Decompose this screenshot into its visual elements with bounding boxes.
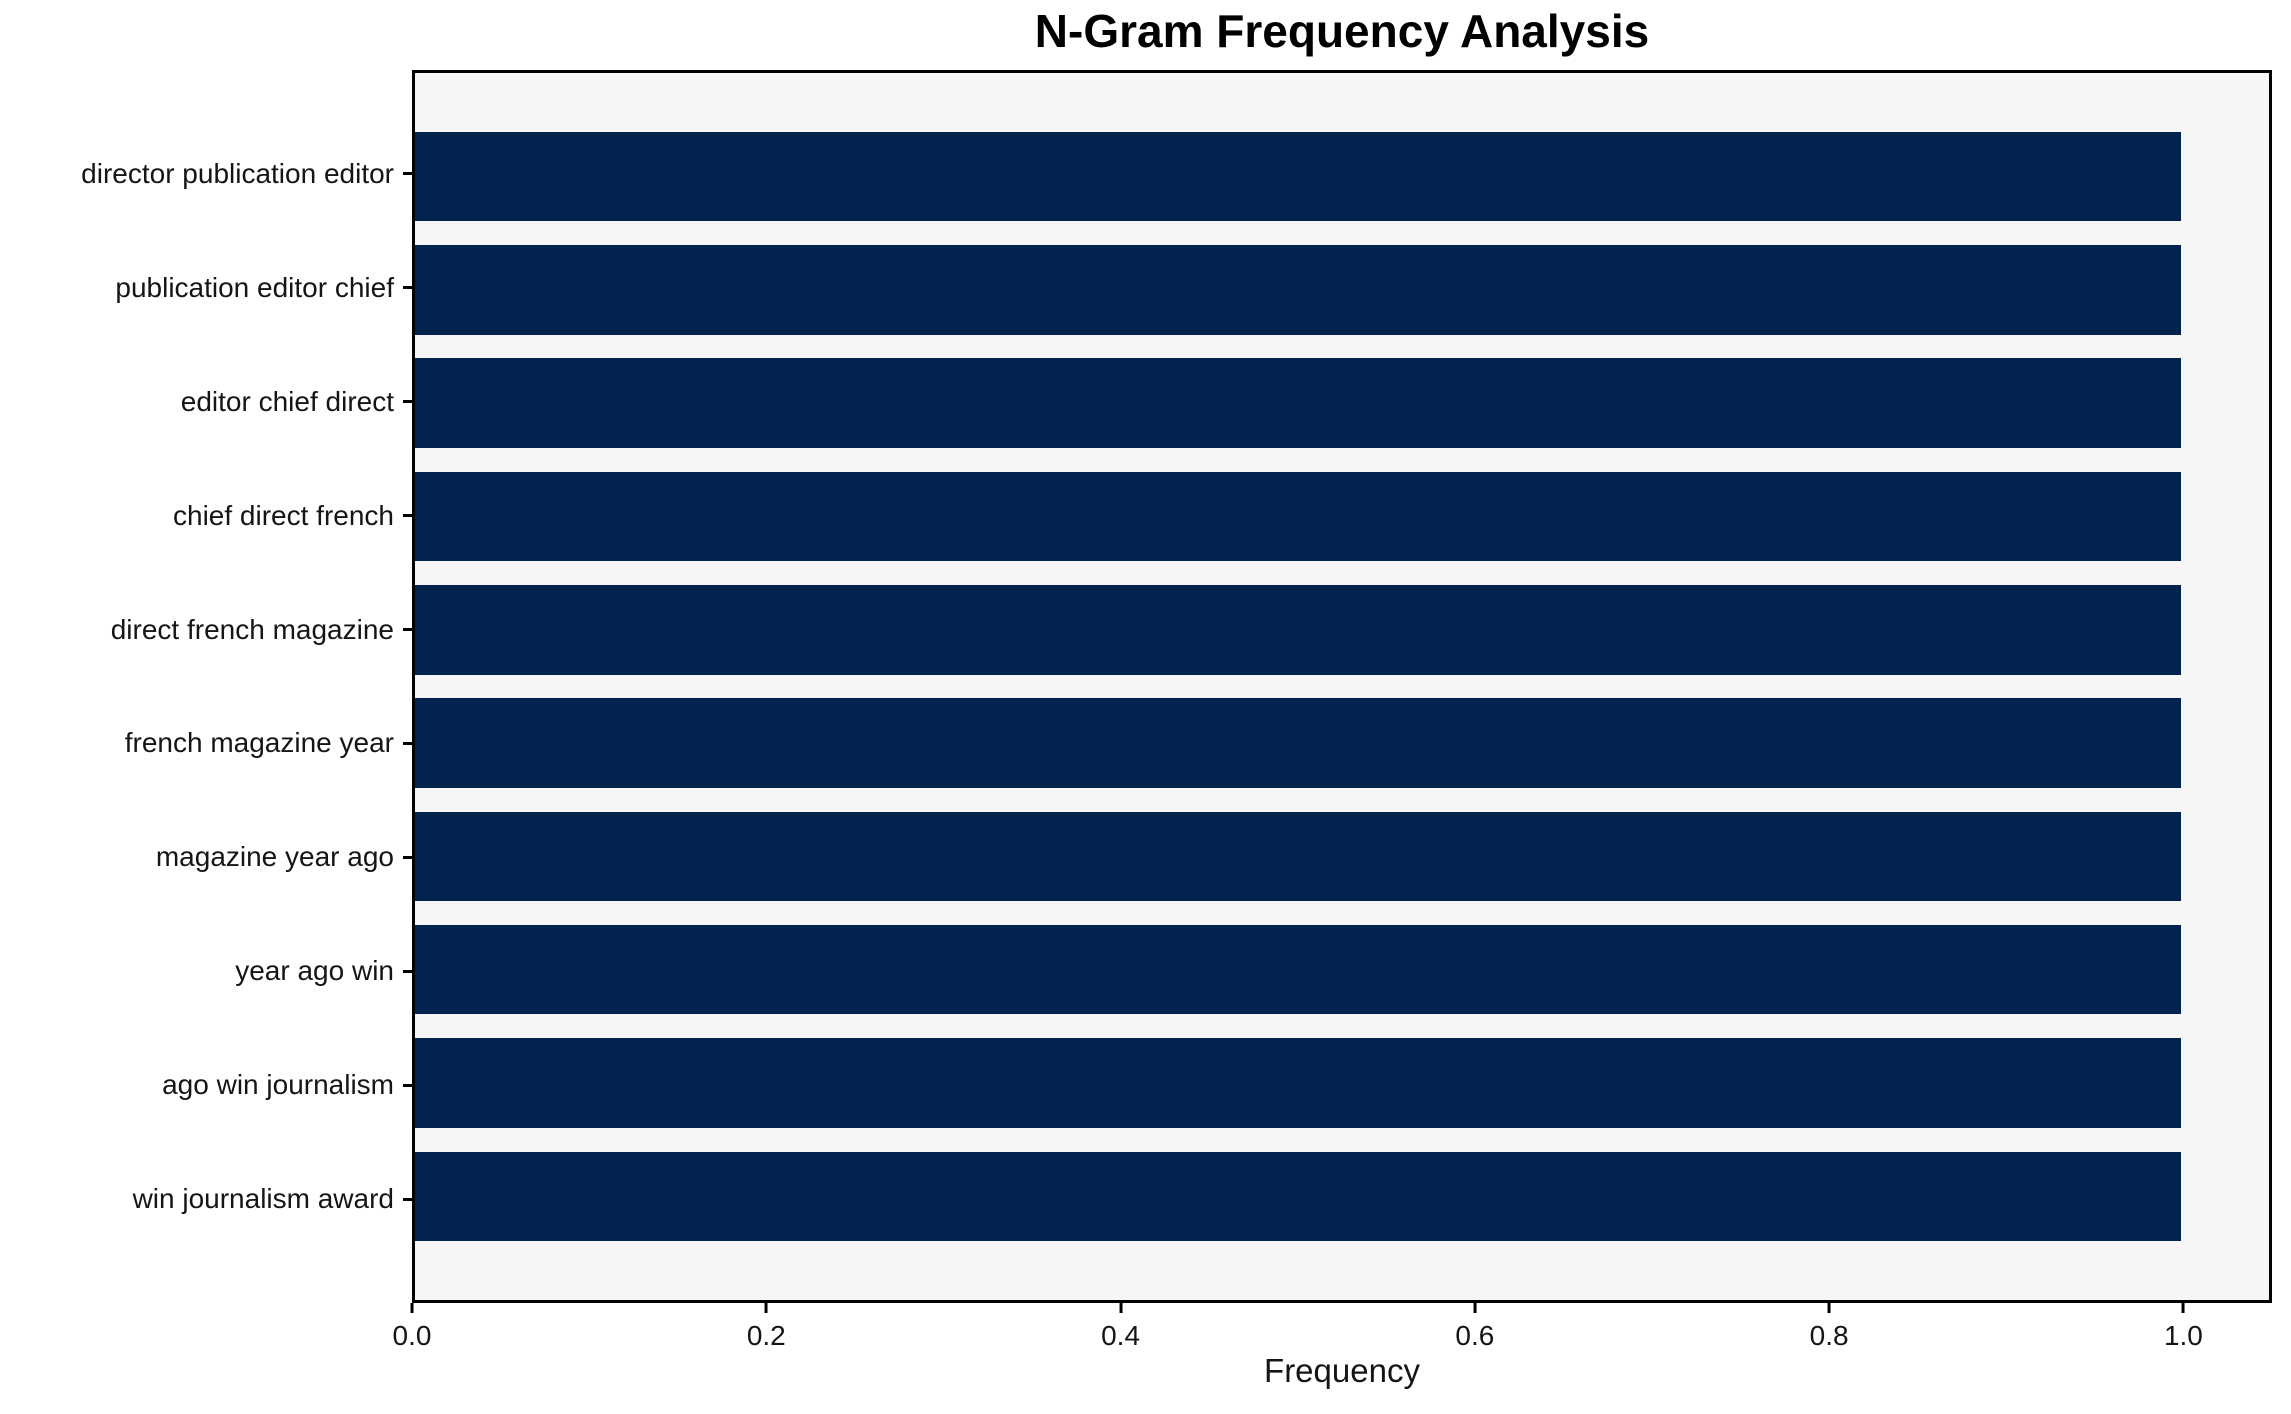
- bar-row: [415, 233, 2269, 346]
- y-axis-row: editor chief direct: [0, 345, 412, 459]
- x-tick-label: 1.0: [2163, 1320, 2203, 1351]
- bar-row: [415, 1140, 2269, 1253]
- y-tick-label: publication editor chief: [115, 271, 394, 303]
- bar: [415, 924, 2181, 1015]
- x-tick-mark: [764, 1303, 768, 1313]
- bar-row: [415, 347, 2269, 460]
- y-tick-label: ago win journalism: [162, 1069, 394, 1101]
- y-tick-mark: [403, 1197, 412, 1201]
- y-tick-mark: [403, 514, 412, 518]
- y-axis-row: magazine year ago: [0, 800, 412, 914]
- chart-title: N-Gram Frequency Analysis: [1034, 5, 1650, 57]
- bar: [415, 358, 2181, 448]
- bar: [415, 1151, 2181, 1242]
- x-tick-label: 0.6: [1455, 1320, 1495, 1351]
- y-tick-mark: [403, 855, 412, 859]
- bar-row: [415, 913, 2269, 1026]
- bar-row: [415, 460, 2269, 573]
- y-tick-label: year ago win: [235, 955, 394, 987]
- y-tick-mark: [403, 286, 412, 290]
- y-axis-row: year ago win: [0, 914, 412, 1028]
- y-axis-row: ago win journalism: [0, 1028, 412, 1142]
- x-tick-label: 0.0: [392, 1320, 432, 1351]
- x-tick-label: 0.4: [1101, 1320, 1141, 1351]
- x-tick-mark: [1473, 1303, 1477, 1313]
- x-tick: 0.6: [1455, 1303, 1494, 1352]
- y-axis-row: chief direct french: [0, 459, 412, 573]
- bar: [415, 698, 2181, 788]
- y-tick-label: chief direct french: [173, 499, 394, 531]
- y-tick-mark: [403, 172, 412, 176]
- x-tick-mark: [2181, 1303, 2185, 1313]
- bar: [415, 585, 2181, 675]
- y-tick-label: direct french magazine: [110, 613, 394, 645]
- y-tick-mark: [403, 1083, 412, 1087]
- y-tick-mark: [403, 969, 412, 973]
- y-tick-mark: [403, 628, 412, 632]
- bar-row: [415, 800, 2269, 913]
- bar: [415, 471, 2181, 562]
- x-tick: 1.0: [2164, 1303, 2203, 1352]
- y-axis-row: french magazine year: [0, 687, 412, 801]
- x-tick: 0.2: [747, 1303, 786, 1352]
- y-axis: director publication editor publication …: [0, 70, 412, 1303]
- y-axis-row: publication editor chief: [0, 231, 412, 345]
- y-tick-label: french magazine year: [124, 727, 394, 759]
- x-tick: 0.4: [1101, 1303, 1140, 1352]
- x-tick-mark: [1119, 1303, 1123, 1313]
- x-axis-title: Frequency: [1264, 1352, 1420, 1389]
- bar-row: [415, 1026, 2269, 1139]
- x-axis: 0.0 0.2 0.4 0.6 0.8 1.0: [393, 1303, 2272, 1373]
- bar: [415, 245, 2181, 335]
- bars-layer: [415, 120, 2269, 1253]
- y-tick-label: director publication editor: [81, 157, 394, 189]
- y-tick-mark: [403, 400, 412, 404]
- y-axis-row: director publication editor: [0, 117, 412, 231]
- x-tick-mark: [410, 1303, 414, 1313]
- y-tick-mark: [403, 741, 412, 745]
- x-tick-label: 0.2: [746, 1320, 786, 1351]
- bar-row: [415, 573, 2269, 686]
- x-tick: 0.8: [1810, 1303, 1849, 1352]
- y-tick-label: win journalism award: [132, 1183, 394, 1215]
- bar-row: [415, 686, 2269, 799]
- y-tick-label: editor chief direct: [180, 385, 394, 417]
- y-axis-row: direct french magazine: [0, 573, 412, 687]
- y-tick-label: magazine year ago: [155, 841, 394, 873]
- y-axis-row: win journalism award: [0, 1142, 412, 1256]
- bar-row: [415, 120, 2269, 233]
- x-tick: 0.0: [392, 1303, 432, 1352]
- x-tick-mark: [1827, 1303, 1831, 1313]
- bar: [415, 1038, 2181, 1128]
- bar: [415, 811, 2181, 902]
- plot-area: [412, 70, 2272, 1303]
- x-tick-label: 0.8: [1809, 1320, 1849, 1351]
- bar: [415, 131, 2181, 222]
